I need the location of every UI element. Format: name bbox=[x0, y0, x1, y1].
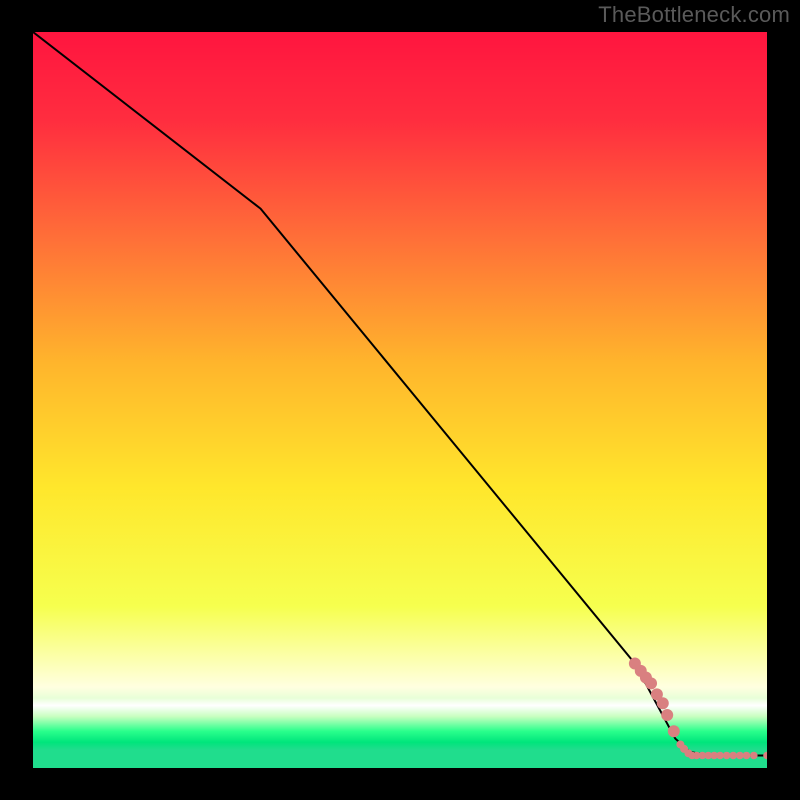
data-point bbox=[645, 677, 657, 689]
data-point bbox=[729, 752, 737, 760]
chart-background bbox=[33, 32, 767, 768]
watermark-text: TheBottleneck.com bbox=[598, 2, 790, 28]
chart-plot bbox=[33, 32, 767, 768]
data-point bbox=[736, 752, 744, 760]
data-point bbox=[661, 709, 673, 721]
data-point bbox=[716, 752, 724, 760]
data-point bbox=[668, 725, 680, 737]
data-point bbox=[657, 697, 669, 709]
data-point bbox=[723, 752, 731, 760]
data-point bbox=[750, 752, 758, 760]
data-point bbox=[743, 752, 751, 760]
chart-frame: TheBottleneck.com bbox=[0, 0, 800, 800]
